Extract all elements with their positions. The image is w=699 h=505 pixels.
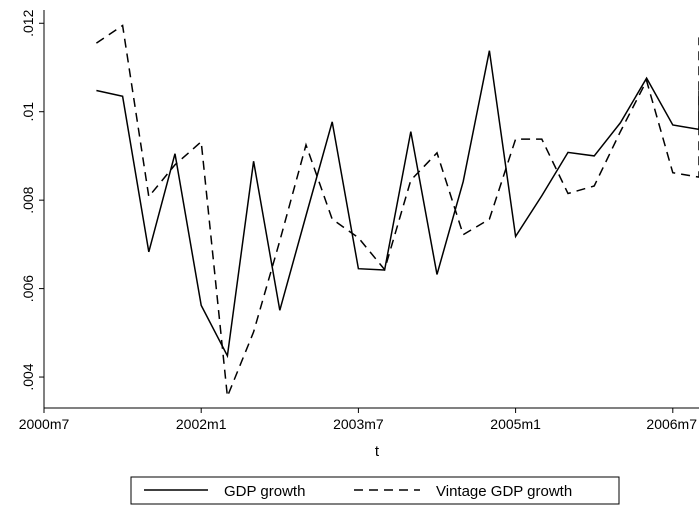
series-line-gdp-growth [96,50,699,359]
axes: .004 .006 .008 .01 .012 2000m7 2002m1 2003m7 200… [19,9,699,432]
series-line-vintage-gdp-growth [95,24,699,397]
y-tick-label: .008 [20,186,36,213]
x-tick-label: 2005m1 [490,416,541,432]
y-tick-label: .006 [20,275,36,302]
y-tick-label: .012 [20,9,36,36]
x-tick-label: 2002m1 [176,416,227,432]
legend: GDP growth Vintage GDP growth [130,476,620,505]
plot-area [95,24,699,397]
x-tick-label: 2000m7 [19,416,70,432]
legend-label-vintage-gdp-growth: Vintage GDP growth [436,483,572,500]
legend-label-gdp-growth: GDP growth [224,483,305,500]
x-tick-label: 2003m7 [333,416,384,432]
y-tick-label: .004 [20,363,36,390]
y-tick-label: .01 [20,102,36,122]
x-tick-label: 2006m7 [646,416,697,432]
x-axis-title: t [375,443,380,460]
